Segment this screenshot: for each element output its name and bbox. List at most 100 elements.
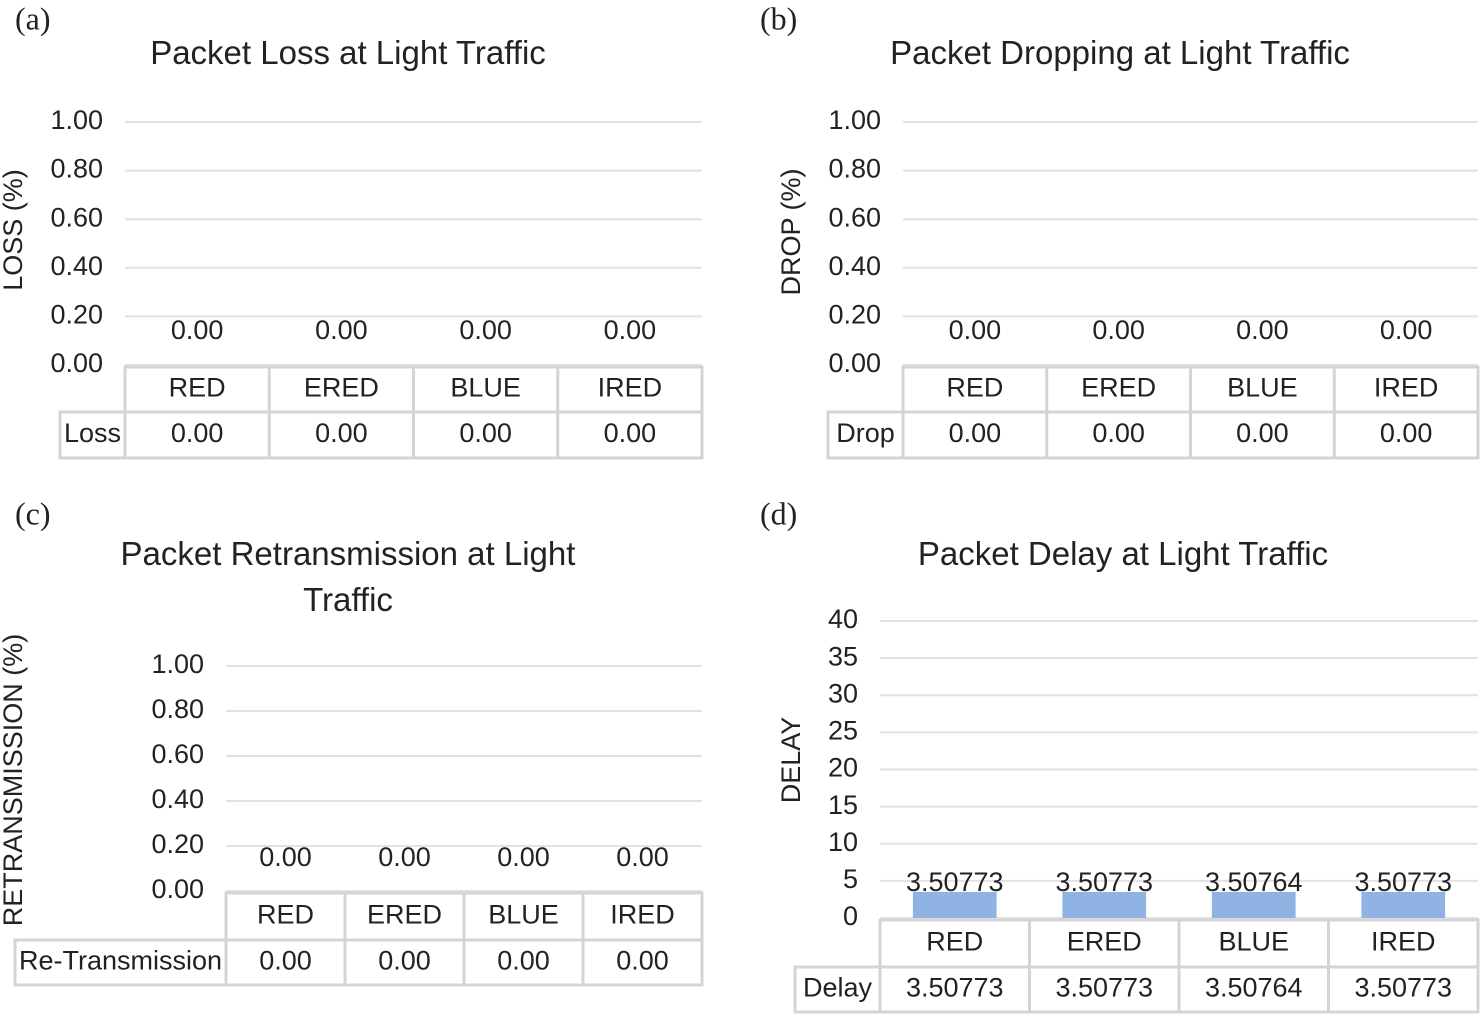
y-tick-label: 0.20: [151, 829, 204, 859]
table-value: 3.50773: [1354, 973, 1452, 1003]
panel-label: (d): [760, 495, 797, 531]
panel-label: (b): [760, 0, 797, 36]
category-label: ERED: [304, 373, 379, 403]
y-tick-label: 0.80: [151, 694, 204, 724]
category-label: IRED: [1374, 373, 1439, 403]
data-label: 0.00: [171, 315, 224, 345]
y-tick-label: 1.00: [828, 105, 881, 135]
category-label: ERED: [367, 900, 442, 930]
y-tick-label: 0.60: [50, 202, 103, 232]
y-tick-label: 0.80: [828, 154, 881, 184]
y-axis-label: LOSS (%): [0, 169, 28, 291]
y-tick-label: 40: [828, 604, 858, 634]
y-tick-label: 35: [828, 641, 858, 671]
y-tick-label: 1.00: [50, 105, 103, 135]
y-tick-label: 25: [828, 716, 858, 746]
table-value: 0.00: [497, 946, 550, 976]
table-value: 0.00: [459, 418, 512, 448]
legend-entry: Re-Transmission: [19, 946, 222, 976]
y-tick-label: 10: [828, 827, 858, 857]
category-label: BLUE: [1218, 927, 1289, 957]
table-value: 0.00: [1236, 418, 1289, 448]
table-value: 0.00: [616, 946, 669, 976]
chart-title: Packet Delay at Light Traffic: [917, 535, 1329, 572]
data-label: 0.00: [949, 315, 1002, 345]
data-label: 0.00: [1380, 315, 1433, 345]
data-label: 0.00: [259, 842, 312, 872]
y-tick-label: 0.80: [50, 154, 103, 184]
legend-entry: Drop: [836, 418, 895, 448]
data-label: 0.00: [497, 842, 550, 872]
title-box: Packet Retransmission at Light Traffic: [120, 535, 576, 618]
y-axis-label: RETRANSMISSION (%): [0, 634, 28, 927]
title-box: Packet Dropping at Light Traffic: [890, 34, 1350, 71]
table-value: 3.50773: [1055, 973, 1153, 1003]
title-box: Packet Loss at Light Traffic: [150, 34, 546, 71]
chart-title: Packet Retransmission at Light Traffic: [120, 535, 576, 618]
data-label: 0.00: [459, 315, 512, 345]
panel-label: (a): [15, 0, 51, 36]
category-label: IRED: [1371, 927, 1436, 957]
chart-title: Packet Loss at Light Traffic: [150, 34, 546, 71]
legend-entry: Delay: [803, 973, 873, 1003]
y-tick-label: 0: [843, 901, 858, 931]
category-label: RED: [257, 900, 314, 930]
bar: [1361, 891, 1446, 918]
category-label: BLUE: [1227, 373, 1298, 403]
y-tick-label: 0.60: [151, 739, 204, 769]
legend-entry: Loss: [64, 418, 121, 448]
table-value: 3.50773: [906, 973, 1004, 1003]
y-tick-label: 0.00: [828, 348, 881, 378]
category-label: ERED: [1067, 927, 1142, 957]
y-tick-label: 15: [828, 790, 858, 820]
y-tick-label: 0.40: [50, 251, 103, 281]
category-label: IRED: [610, 900, 675, 930]
panel-label: (c): [15, 495, 51, 531]
data-label: 0.00: [378, 842, 431, 872]
category-label: ERED: [1081, 373, 1156, 403]
data-label: 3.50773: [906, 867, 1004, 897]
table-value: 0.00: [949, 418, 1002, 448]
data-label: 0.00: [315, 315, 368, 345]
category-label: BLUE: [450, 373, 521, 403]
title-box: Packet Delay at Light Traffic: [917, 535, 1329, 572]
category-label: RED: [946, 373, 1003, 403]
y-axis-label: DROP (%): [776, 168, 806, 295]
y-tick-label: 5: [843, 864, 858, 894]
table-value: 0.00: [259, 946, 312, 976]
data-label: 3.50773: [1055, 867, 1153, 897]
data-label: 3.50764: [1205, 867, 1303, 897]
table-value: 3.50764: [1205, 973, 1303, 1003]
data-label: 0.00: [1236, 315, 1289, 345]
category-label: RED: [926, 927, 983, 957]
category-label: BLUE: [488, 900, 559, 930]
category-label: IRED: [598, 373, 663, 403]
y-tick-label: 0.60: [828, 202, 881, 232]
table-value: 0.00: [315, 418, 368, 448]
chart-title: Packet Dropping at Light Traffic: [890, 34, 1350, 71]
y-tick-label: 30: [828, 678, 858, 708]
y-tick-label: 0.40: [828, 251, 881, 281]
y-tick-label: 0.20: [50, 300, 103, 330]
table-value: 0.00: [378, 946, 431, 976]
y-tick-label: 0.00: [151, 874, 204, 904]
table-value: 0.00: [1380, 418, 1433, 448]
data-label: 0.00: [604, 315, 657, 345]
y-tick-label: 1.00: [151, 649, 204, 679]
table-value: 0.00: [171, 418, 224, 448]
table-value: 0.00: [604, 418, 657, 448]
data-label: 3.50773: [1354, 867, 1452, 897]
table-value: 0.00: [1092, 418, 1145, 448]
category-label: RED: [169, 373, 226, 403]
y-tick-label: 0.20: [828, 300, 881, 330]
y-axis-label: DELAY: [776, 717, 806, 804]
y-tick-label: 20: [828, 753, 858, 783]
bar: [1062, 891, 1147, 918]
y-tick-label: 0.00: [50, 348, 103, 378]
data-label: 0.00: [616, 842, 669, 872]
bar: [1211, 891, 1296, 918]
data-label: 0.00: [1092, 315, 1145, 345]
bar: [912, 891, 997, 918]
y-tick-label: 0.40: [151, 784, 204, 814]
